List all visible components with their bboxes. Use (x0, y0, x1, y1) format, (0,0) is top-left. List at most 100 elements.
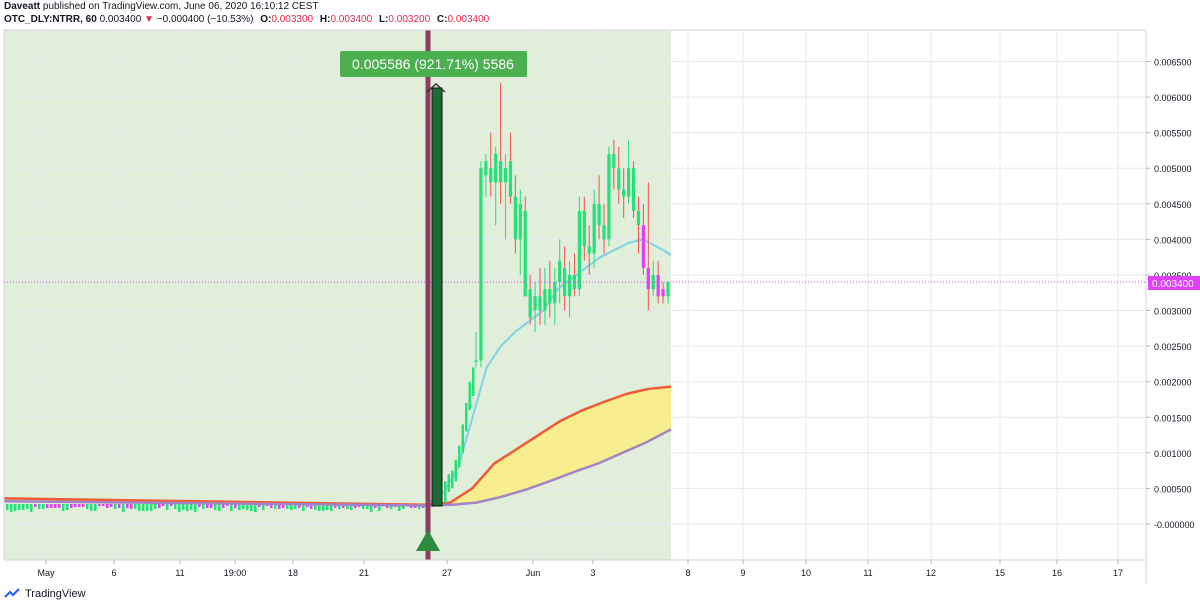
price-chart[interactable]: 0.005586 (921.71%) 5586 0.006500 0.006000… (0, 0, 1200, 585)
candle-body (567, 274, 572, 297)
pre-pump-bar (10, 504, 13, 512)
pre-pump-bar (294, 504, 297, 509)
pre-pump-bar (370, 504, 373, 512)
high-value: 0.003400 (330, 14, 373, 25)
pre-pump-bar (58, 504, 61, 508)
x-tick-label: 27 (442, 568, 452, 578)
pre-pump-bar (202, 504, 205, 509)
pre-pump-bar (6, 504, 9, 510)
candle-body (447, 474, 450, 492)
pre-pump-bar (190, 504, 193, 510)
pre-pump-bars (6, 504, 425, 512)
pre-pump-bar (22, 504, 25, 510)
pre-pump-bar (126, 504, 129, 508)
candle-body (577, 210, 581, 290)
pre-pump-bar (134, 504, 137, 509)
candle-body (472, 367, 475, 396)
candle-body (528, 289, 532, 318)
candle-body (656, 274, 660, 297)
candle-body (661, 289, 665, 297)
x-tick-label: 19:00 (224, 568, 247, 578)
pre-pump-bar (14, 504, 17, 511)
pre-pump-bar (26, 504, 29, 509)
pre-pump-bar (206, 504, 209, 508)
candle-body (494, 154, 498, 183)
pre-pump-bar (378, 504, 381, 511)
change-down-icon: ▼ (144, 14, 154, 25)
pre-pump-bar (290, 504, 293, 510)
candle-body (636, 210, 641, 226)
footer-brand[interactable]: TradingView (25, 588, 86, 600)
pre-pump-bar (158, 504, 161, 508)
candle-body (533, 296, 537, 311)
pre-pump-bar (258, 504, 261, 507)
y-tick-label: 0.004500 (1154, 200, 1192, 210)
pre-pump-bar (274, 504, 277, 509)
time-axis[interactable]: May 6 11 19:00 18 21 27 Jun 3 8 9 10 11 12 15 16 17 (37, 560, 1123, 578)
pre-pump-bar (302, 504, 305, 511)
open-value: 0.003300 (271, 14, 314, 25)
x-tick-label: 17 (1113, 568, 1123, 578)
symbol-label: OTC_DLY:NTRR, 60 (4, 14, 97, 25)
candle-body (602, 225, 606, 240)
price-axis[interactable]: 0.006500 0.006000 0.005500 0.005000 0.004500… (1146, 58, 1195, 531)
high-label: H: (319, 14, 331, 25)
candle-body (627, 168, 631, 197)
pre-pump-bar (166, 504, 169, 510)
candle-body (622, 189, 626, 197)
pre-pump-bar (198, 504, 201, 507)
pre-pump-bar (338, 504, 341, 509)
pre-pump-bar (62, 504, 65, 511)
pre-pump-bar (250, 504, 253, 511)
measure-label-box (340, 51, 527, 77)
pre-pump-bar (114, 504, 117, 509)
pre-pump-bar (326, 504, 329, 510)
last-price: 0.003400 (99, 14, 142, 25)
pre-pump-bar (142, 504, 145, 511)
pre-pump-bar (78, 504, 81, 507)
price-tag (1148, 276, 1200, 290)
x-tick-label: 15 (995, 568, 1005, 578)
candle-body (587, 246, 591, 254)
pre-pump-bar (318, 504, 321, 511)
x-tick-label: 6 (111, 568, 116, 578)
candle-body (631, 168, 636, 211)
pre-pump-bar (278, 504, 281, 509)
candle-body (582, 210, 586, 247)
candle-body (503, 168, 508, 183)
pre-pump-bar (350, 504, 353, 510)
candle-body (592, 203, 596, 254)
low-value: 0.003200 (388, 14, 431, 25)
published-text: published on TradingView.com, June 06, 2… (42, 1, 319, 12)
y-tick-label: 0.005500 (1154, 129, 1192, 139)
pre-pump-bar (234, 504, 237, 508)
candle-body (553, 282, 557, 304)
pre-pump-bar (330, 504, 333, 511)
pre-pump-bar (186, 504, 189, 511)
tradingview-logo-icon[interactable] (4, 588, 20, 600)
pre-pump-bar (322, 504, 325, 511)
band-lower-line (3, 428, 672, 507)
y-tick-label: 0.001000 (1154, 449, 1192, 459)
measure-bar[interactable] (431, 87, 443, 507)
pre-pump-bar (34, 504, 37, 507)
grid-lines (4, 30, 1146, 560)
candle-body (523, 210, 527, 297)
author-name[interactable]: Daveatt (4, 1, 41, 12)
pre-pump-bar (390, 504, 393, 509)
x-tick-label: 9 (740, 568, 745, 578)
candle-body (479, 168, 483, 361)
pre-pump-bar (222, 504, 225, 508)
pre-pump-bar (230, 504, 233, 511)
candle-body (617, 168, 621, 190)
pre-pump-bar (282, 504, 285, 508)
pre-pump-bar (106, 504, 109, 508)
x-tick-label: 16 (1052, 568, 1062, 578)
candle-body (607, 154, 611, 240)
publish-info: Daveatt published on TradingView.com, Ju… (4, 1, 318, 12)
candle-body (646, 267, 650, 290)
pre-pump-bar (46, 504, 49, 508)
buy-signal-icon (416, 530, 440, 551)
y-tick-label: 0.000500 (1154, 484, 1192, 494)
candle-body (651, 274, 655, 290)
